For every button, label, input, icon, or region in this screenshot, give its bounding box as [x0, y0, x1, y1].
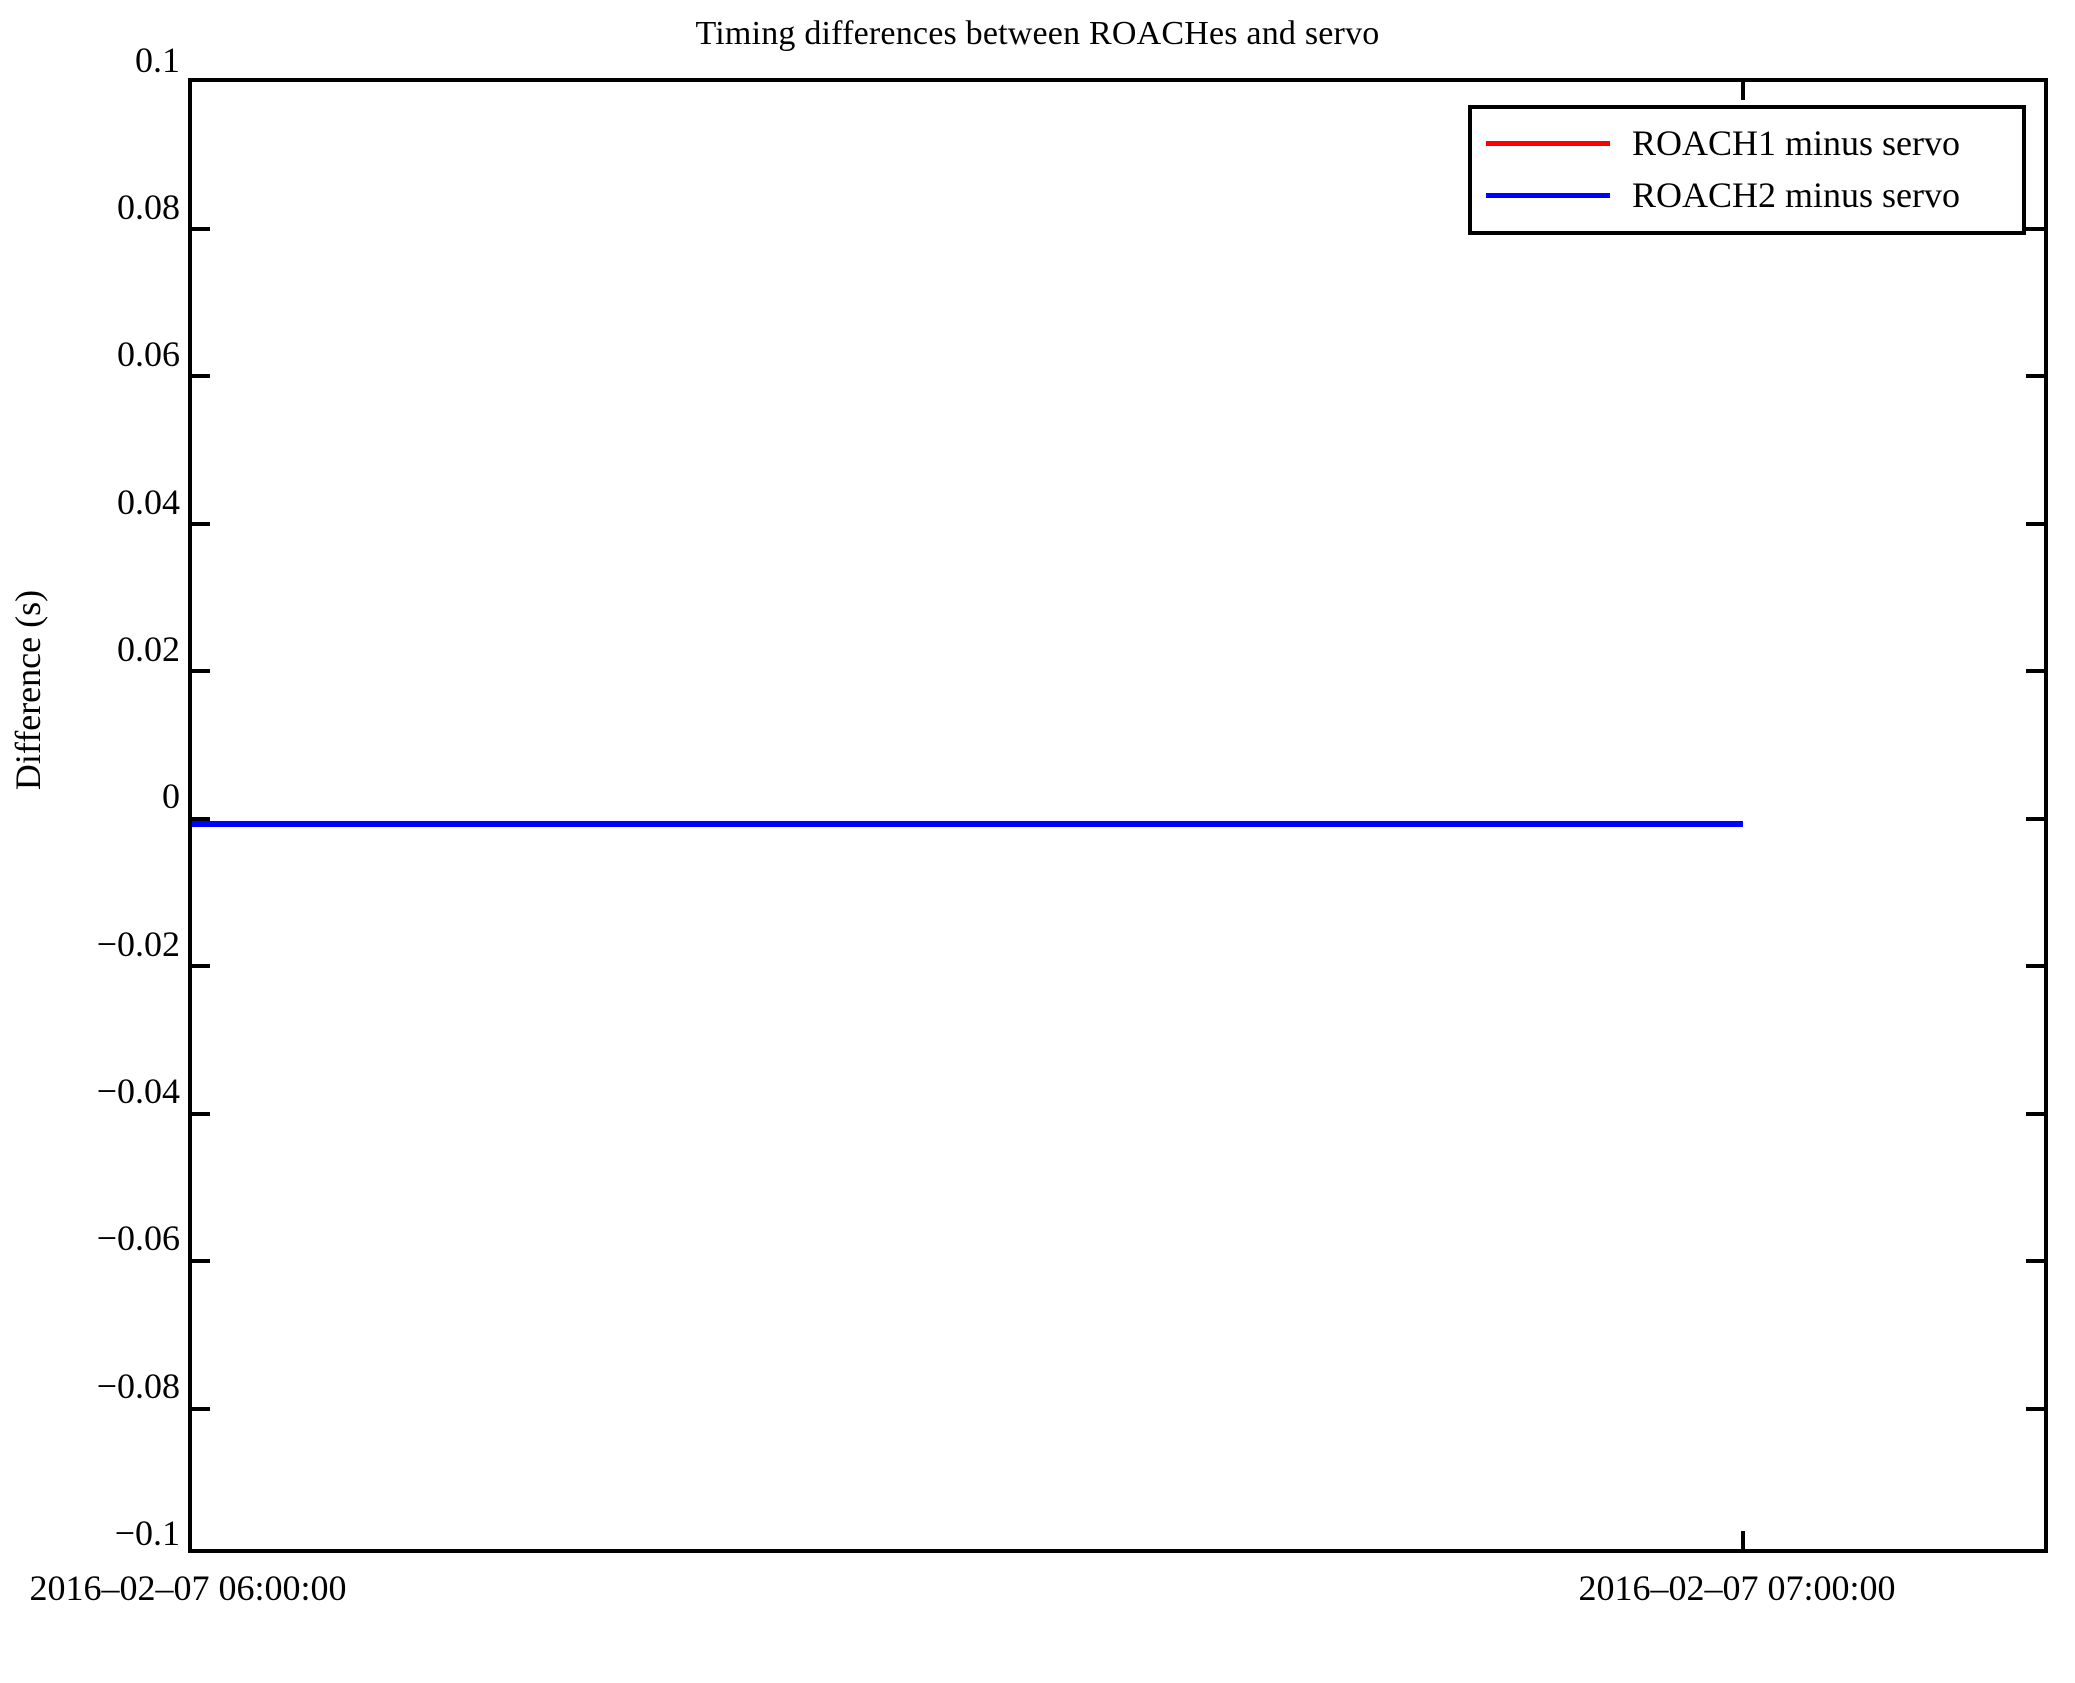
legend-label-roach1: ROACH1 minus servo [1632, 123, 1961, 163]
y-tick-label-2: 0.06 [117, 334, 180, 374]
y-tick-label-8: −0.06 [96, 1218, 180, 1258]
y-tick-mark-right-3 [2026, 522, 2044, 526]
x-tick-label-0: 2016–02–07 06:00:00 [29, 1568, 347, 1608]
y-tick-mark-right-4 [2026, 669, 2044, 673]
y-tick-mark-right-5 [2026, 817, 2044, 821]
y-tick-mark-right-2 [2026, 374, 2044, 378]
y-tick-mark-right-1 [2026, 227, 2044, 231]
legend-swatch-roach2-icon [1486, 192, 1610, 198]
y-axis-title: Difference (s) [8, 589, 48, 791]
legend-swatch-roach1-icon [1486, 140, 1610, 146]
y-tick-mark-left-1 [192, 227, 210, 231]
y-tick-label-0: 0.1 [135, 40, 180, 80]
y-tick-mark-left-7 [192, 1112, 210, 1116]
legend: ROACH1 minus servo ROACH2 minus servo [1468, 105, 2026, 235]
y-tick-mark-left-5 [192, 817, 210, 821]
x-tick-mark-top-1 [1741, 82, 1745, 100]
plot-area [188, 78, 2048, 1553]
series-line-roach2 [192, 821, 1743, 827]
y-tick-mark-left-3 [192, 522, 210, 526]
y-tick-mark-right-7 [2026, 1112, 2044, 1116]
y-tick-mark-left-4 [192, 669, 210, 673]
y-tick-label-7: −0.04 [96, 1071, 180, 1111]
y-tick-label-6: −0.02 [96, 924, 180, 964]
y-tick-mark-right-9 [2026, 1407, 2044, 1411]
x-tick-label-1: 2016–02–07 07:00:00 [1578, 1568, 1896, 1608]
x-tick-mark-bottom-1 [1741, 1531, 1745, 1549]
y-tick-label-1: 0.08 [117, 187, 180, 227]
y-tick-label-9: −0.08 [96, 1366, 180, 1406]
y-tick-mark-left-6 [192, 964, 210, 968]
legend-label-roach2: ROACH2 minus servo [1632, 175, 1961, 215]
y-tick-mark-left-8 [192, 1259, 210, 1263]
legend-row-roach1: ROACH1 minus servo [1486, 117, 2008, 169]
y-tick-label-3: 0.04 [117, 482, 180, 522]
plot-inner [192, 82, 2044, 1549]
y-tick-mark-left-2 [192, 374, 210, 378]
y-tick-mark-right-6 [2026, 964, 2044, 968]
chart-title: Timing differences between ROACHes and s… [695, 15, 1380, 52]
y-tick-label-5: 0 [162, 776, 180, 816]
y-tick-label-10: −0.1 [114, 1513, 180, 1553]
y-tick-label-4: 0.02 [117, 629, 180, 669]
y-tick-mark-right-8 [2026, 1259, 2044, 1263]
legend-row-roach2: ROACH2 minus servo [1486, 169, 2008, 221]
y-tick-mark-left-9 [192, 1407, 210, 1411]
